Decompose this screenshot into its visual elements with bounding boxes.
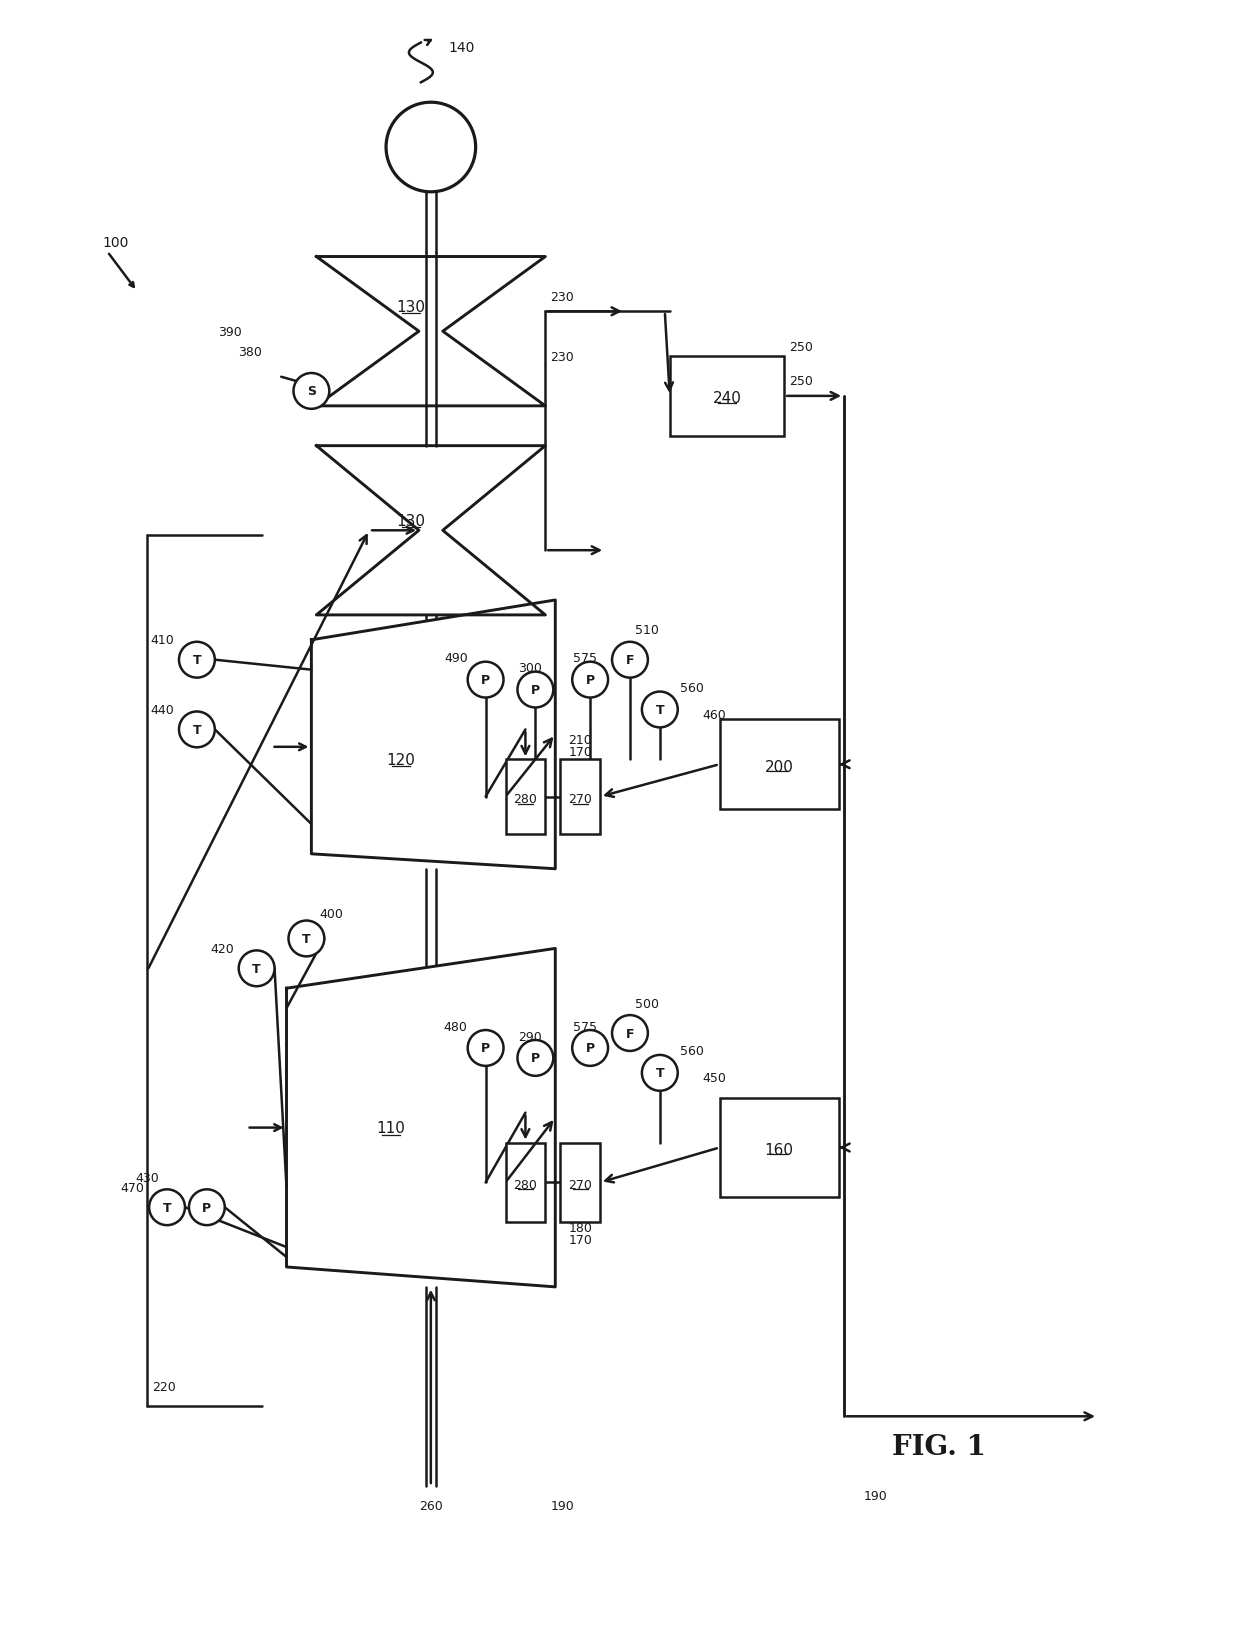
Circle shape: [572, 1030, 608, 1066]
Circle shape: [572, 663, 608, 698]
Text: 575: 575: [573, 1020, 598, 1033]
Text: 160: 160: [765, 1142, 794, 1157]
Text: P: P: [531, 1051, 539, 1064]
Text: 190: 190: [551, 1500, 574, 1513]
Text: T: T: [656, 703, 665, 716]
Text: 140: 140: [449, 41, 475, 55]
Circle shape: [642, 1056, 678, 1092]
Text: T: T: [303, 932, 311, 945]
Text: 230: 230: [551, 351, 574, 364]
Circle shape: [467, 663, 503, 698]
Polygon shape: [316, 447, 546, 615]
Text: 170: 170: [568, 1232, 593, 1245]
Text: 250: 250: [789, 375, 813, 388]
Circle shape: [289, 920, 325, 956]
Text: 290: 290: [518, 1030, 542, 1043]
Bar: [719, 1098, 839, 1198]
Circle shape: [613, 643, 647, 679]
Text: P: P: [585, 1041, 595, 1054]
Circle shape: [467, 1030, 503, 1066]
Text: 575: 575: [573, 651, 598, 664]
Text: 200: 200: [765, 759, 794, 774]
Text: 380: 380: [238, 346, 262, 359]
Text: 220: 220: [153, 1381, 176, 1394]
Circle shape: [179, 712, 215, 747]
Bar: [506, 761, 546, 834]
Circle shape: [386, 103, 476, 193]
Text: P: P: [585, 674, 595, 687]
Text: S: S: [306, 385, 316, 398]
Text: F: F: [626, 654, 634, 667]
Text: 560: 560: [680, 1044, 703, 1058]
Text: 470: 470: [120, 1182, 144, 1195]
Text: P: P: [531, 684, 539, 697]
Text: T: T: [656, 1067, 665, 1080]
Text: 510: 510: [635, 623, 658, 636]
Text: T: T: [192, 654, 201, 667]
Text: 460: 460: [703, 708, 727, 721]
Polygon shape: [311, 601, 556, 870]
Text: FIG. 1: FIG. 1: [892, 1433, 986, 1459]
Circle shape: [188, 1190, 224, 1226]
Text: 390: 390: [218, 325, 242, 338]
Text: 440: 440: [150, 703, 174, 716]
Circle shape: [179, 643, 215, 679]
Circle shape: [642, 692, 678, 728]
Bar: [506, 1142, 546, 1222]
Circle shape: [517, 1040, 553, 1075]
Text: 130: 130: [397, 300, 425, 315]
Text: T: T: [192, 723, 201, 736]
Text: 430: 430: [135, 1172, 159, 1185]
Text: T: T: [252, 963, 260, 976]
Polygon shape: [316, 258, 546, 406]
Bar: [670, 357, 784, 436]
Circle shape: [613, 1015, 647, 1051]
Text: 190: 190: [864, 1490, 888, 1503]
Text: 250: 250: [789, 341, 813, 354]
Text: 500: 500: [635, 997, 658, 1010]
Text: 300: 300: [518, 661, 542, 674]
Text: 130: 130: [397, 514, 425, 529]
Text: 110: 110: [377, 1121, 405, 1136]
Text: 450: 450: [703, 1072, 727, 1085]
Polygon shape: [286, 948, 556, 1288]
Text: 560: 560: [680, 682, 703, 695]
Circle shape: [149, 1190, 185, 1226]
Text: 240: 240: [713, 392, 742, 406]
Text: 210: 210: [568, 733, 591, 746]
Text: 120: 120: [387, 752, 415, 767]
Text: 260: 260: [419, 1500, 443, 1513]
Bar: [560, 1142, 600, 1222]
Circle shape: [239, 951, 274, 987]
Text: F: F: [626, 1027, 634, 1040]
Bar: [719, 720, 839, 809]
Text: 180: 180: [568, 1221, 593, 1234]
Text: P: P: [481, 1041, 490, 1054]
Text: P: P: [481, 674, 490, 687]
Text: 490: 490: [444, 651, 467, 664]
Text: 100: 100: [103, 235, 129, 250]
Text: 280: 280: [513, 793, 537, 806]
Text: 420: 420: [210, 942, 233, 955]
Text: 150: 150: [449, 131, 475, 145]
Text: 230: 230: [551, 290, 574, 304]
Text: 170: 170: [568, 746, 593, 759]
Text: 400: 400: [320, 907, 343, 920]
Text: P: P: [202, 1201, 212, 1214]
Circle shape: [517, 672, 553, 708]
Text: 270: 270: [568, 793, 593, 806]
Text: T: T: [162, 1201, 171, 1214]
Text: 480: 480: [444, 1020, 467, 1033]
Text: 270: 270: [568, 1178, 593, 1191]
Text: 410: 410: [150, 633, 174, 646]
Text: 280: 280: [513, 1178, 537, 1191]
Bar: [560, 761, 600, 834]
Circle shape: [294, 374, 330, 410]
